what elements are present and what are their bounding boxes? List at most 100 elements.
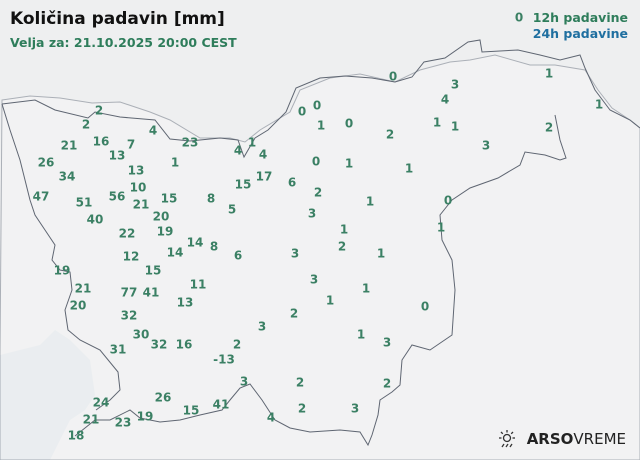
- station-value: 6: [233, 248, 243, 263]
- station-value: 16: [175, 337, 193, 352]
- station-value: 7: [126, 137, 136, 152]
- brand-name-bold: ARSO: [526, 430, 574, 448]
- station-value: 30: [132, 327, 150, 342]
- station-value: 0: [514, 10, 524, 25]
- station-value: 51: [75, 195, 93, 210]
- station-value: 40: [86, 212, 104, 227]
- station-value: 41: [212, 397, 230, 412]
- station-value: 13: [127, 163, 145, 178]
- station-value: 34: [58, 169, 76, 184]
- station-value: 3: [309, 272, 319, 287]
- station-value: 1: [325, 293, 335, 308]
- station-value: 1: [404, 161, 414, 176]
- station-value: 6: [287, 175, 297, 190]
- station-value: 21: [60, 138, 78, 153]
- station-value: 77: [120, 285, 138, 300]
- station-value: 11: [189, 277, 207, 292]
- station-value: 3: [350, 401, 360, 416]
- station-value: 2: [544, 120, 554, 135]
- valid-time: Velja za: 21.10.2025 20:00 CEST: [10, 35, 237, 50]
- station-value: 23: [114, 415, 132, 430]
- station-value: 0: [297, 104, 307, 119]
- station-value: 15: [144, 263, 162, 278]
- station-value: 3: [239, 374, 249, 389]
- station-value: 1: [339, 222, 349, 237]
- station-value: 14: [186, 235, 204, 250]
- station-value: 12: [122, 249, 140, 264]
- legend: 12h padavine 24h padavine: [533, 10, 628, 42]
- station-value: 4: [440, 92, 450, 107]
- station-value: 3: [290, 246, 300, 261]
- station-value: 19: [156, 224, 174, 239]
- station-value: 0: [388, 69, 398, 84]
- page-title: Količina padavin [mm]: [10, 9, 225, 29]
- sun-rain-icon: [498, 430, 515, 448]
- brand-name-light: VREME: [573, 430, 626, 448]
- station-value: 2: [289, 306, 299, 321]
- station-value: 32: [120, 308, 138, 323]
- station-value: 1: [170, 155, 180, 170]
- station-value: 19: [53, 263, 71, 278]
- station-value: 26: [37, 155, 55, 170]
- station-value: 3: [481, 138, 491, 153]
- station-value: 3: [307, 206, 317, 221]
- station-value: 21: [132, 197, 150, 212]
- station-value: 21: [74, 281, 92, 296]
- station-value: 3: [450, 77, 460, 92]
- station-value: 0: [420, 299, 430, 314]
- station-value: 1: [316, 118, 326, 133]
- station-value: 21: [82, 412, 100, 427]
- station-value: 1: [432, 115, 442, 130]
- station-value: 2: [337, 239, 347, 254]
- station-value: 1: [247, 135, 257, 150]
- station-value: 22: [118, 226, 136, 241]
- station-value: 1: [544, 66, 554, 81]
- station-value: 16: [92, 134, 110, 149]
- station-value: -13: [213, 352, 235, 367]
- station-value: 2: [295, 375, 305, 390]
- station-value: 13: [108, 148, 126, 163]
- station-value: 15: [182, 403, 200, 418]
- station-value: 32: [150, 337, 168, 352]
- legend-12h[interactable]: 12h padavine: [532, 10, 628, 25]
- station-value: 3: [257, 319, 267, 334]
- station-value: 26: [154, 390, 172, 405]
- station-value: 20: [69, 298, 87, 313]
- station-value: 2: [297, 401, 307, 416]
- station-value: 2: [94, 103, 104, 118]
- station-value: 1: [450, 119, 460, 134]
- station-value: 2: [232, 337, 242, 352]
- station-value: 19: [136, 409, 154, 424]
- station-value: 0: [344, 116, 354, 131]
- station-value: 1: [376, 246, 386, 261]
- station-value: 1: [356, 327, 366, 342]
- station-value: 0: [312, 98, 322, 113]
- station-value: 8: [209, 239, 219, 254]
- station-value: 1: [594, 97, 604, 112]
- station-value: 1: [436, 220, 446, 235]
- slovenia-border: [1, 39, 640, 447]
- station-value: 3: [382, 335, 392, 350]
- station-value: 2: [313, 185, 323, 200]
- station-value: 1: [365, 194, 375, 209]
- station-value: 4: [148, 123, 158, 138]
- station-value: 15: [160, 191, 178, 206]
- station-value: 1: [344, 156, 354, 171]
- station-value: 1: [361, 281, 371, 296]
- station-value: 20: [152, 209, 170, 224]
- brand-logo: ARSOVREME: [497, 430, 626, 448]
- station-value: 10: [129, 180, 147, 195]
- station-value: 47: [32, 189, 50, 204]
- station-value: 13: [176, 295, 194, 310]
- station-value: 15: [234, 177, 252, 192]
- station-value: 24: [92, 395, 110, 410]
- station-value: 2: [385, 127, 395, 142]
- station-value: 14: [166, 245, 184, 260]
- station-value: 8: [206, 191, 216, 206]
- station-value: 2: [81, 117, 91, 132]
- station-value: 23: [181, 135, 199, 150]
- station-value: 41: [142, 285, 160, 300]
- legend-24h[interactable]: 24h padavine: [532, 26, 628, 41]
- station-value: 0: [443, 193, 453, 208]
